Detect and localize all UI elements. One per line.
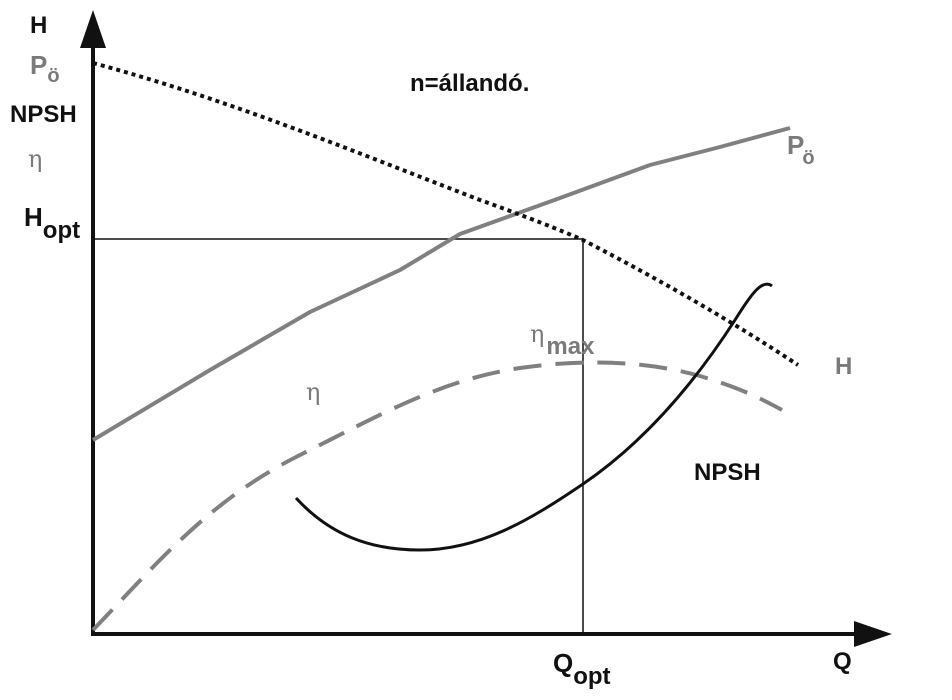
npsh-curve-label: NPSH: [694, 459, 761, 486]
eta-max-label: ηmax: [530, 320, 594, 359]
x-label-q: Q: [833, 648, 852, 675]
head-curve-label: H: [835, 353, 853, 380]
condition-label: n=állandó.: [410, 70, 530, 97]
y-axis-arrow: [80, 10, 106, 48]
y-label-p: Pö: [30, 50, 60, 86]
h-opt-sub: opt: [42, 217, 81, 244]
h-opt-main: H: [24, 202, 43, 232]
q-opt-sub: opt: [573, 663, 611, 690]
power-curve-label-main: P: [787, 130, 805, 160]
power-curve-label: Pö: [787, 130, 817, 168]
y-label-h: H: [30, 12, 48, 39]
y-label-eta: η: [28, 145, 43, 173]
eta-max-sub: max: [546, 333, 595, 360]
h-opt-label: Hopt: [24, 202, 80, 243]
eta-max-main: η: [530, 320, 545, 348]
q-opt-main: Q: [553, 648, 574, 678]
q-opt-label: Qopt: [553, 648, 611, 689]
y-label-p-main: P: [30, 50, 48, 80]
power-curve-label-sub: ö: [802, 147, 815, 169]
efficiency-curve-label: η: [306, 378, 321, 406]
x-axis-arrow: [854, 621, 892, 647]
y-label-p-sub: ö: [47, 65, 60, 87]
efficiency-curve: [91, 360, 783, 632]
npsh-curve: [294, 282, 773, 552]
power-curve: [91, 126, 791, 442]
head-curve: [92, 61, 800, 367]
y-label-npsh: NPSH: [10, 101, 77, 128]
